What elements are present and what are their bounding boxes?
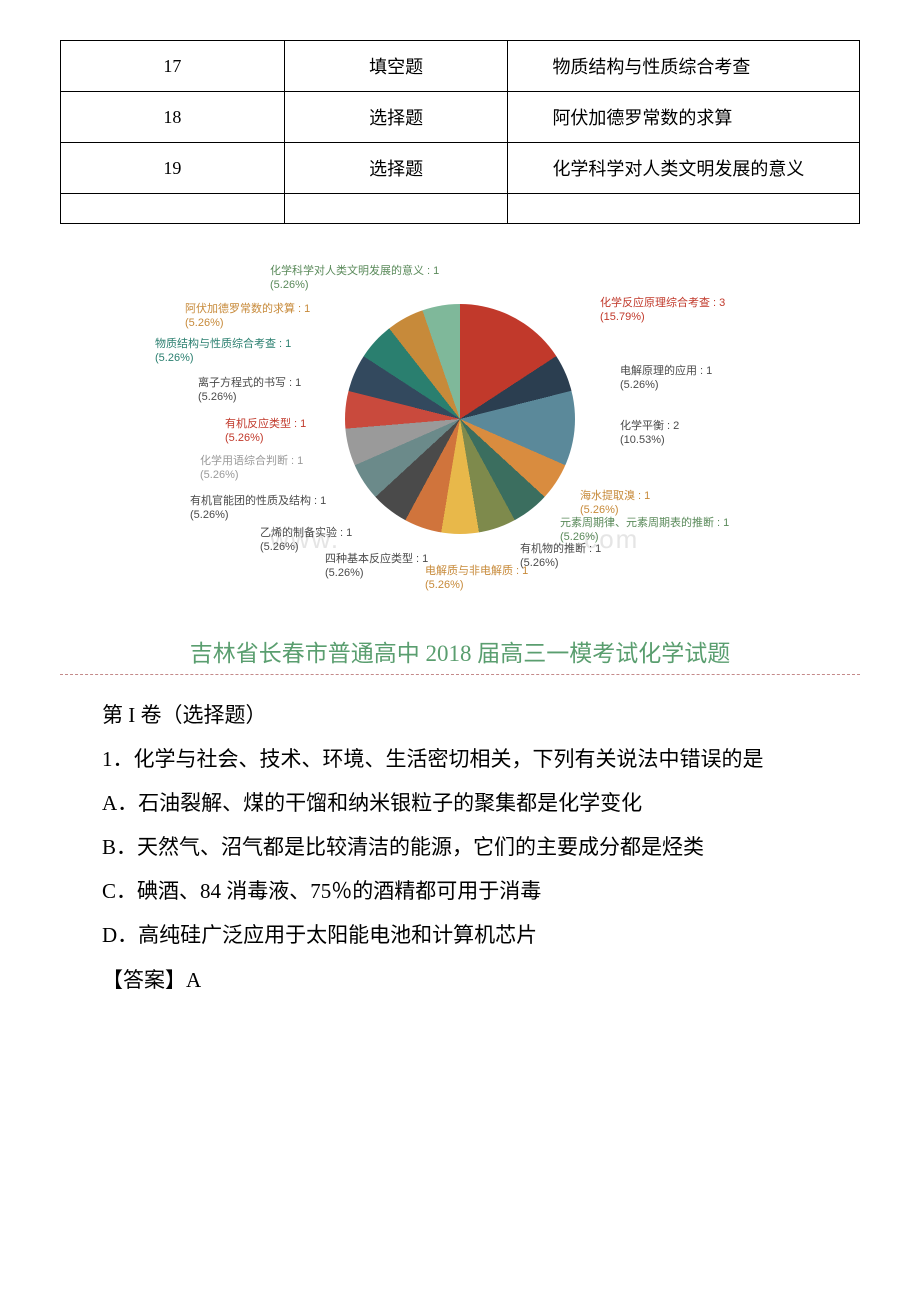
pie-label: 离子方程式的书写 : 1 (5.26%) <box>198 376 301 405</box>
pie-chart-container: www. .com 化学反应原理综合考查 : 3 (15.79%) 电解原理的应… <box>60 254 860 594</box>
pie-label: 电解原理的应用 : 1 (5.26%) <box>620 364 712 393</box>
option-b: B．天然气、沼气都是比较清洁的能源，它们的主要成分都是烃类 <box>60 825 860 869</box>
pie-label: 化学平衡 : 2 (10.53%) <box>620 419 679 448</box>
table-row: 17 填空题 物质结构与性质综合考查 <box>61 41 860 92</box>
pie-chart: www. .com 化学反应原理综合考查 : 3 (15.79%) 电解原理的应… <box>130 254 790 594</box>
pie-label: 有机官能团的性质及结构 : 1 (5.26%) <box>190 494 326 523</box>
table-row: 19 选择题 化学科学对人类文明发展的意义 <box>61 143 860 194</box>
cell-num: 19 <box>61 143 285 194</box>
answer: 【答案】A <box>60 958 860 1002</box>
document-title: 吉林省长春市普通高中 2018 届高三一模考试化学试题 <box>60 634 860 675</box>
pie-label: 海水提取溴 : 1 (5.26%) <box>580 489 650 518</box>
pie-label: 四种基本反应类型 : 1 (5.26%) <box>325 552 428 581</box>
option-d: D．高纯硅广泛应用于太阳能电池和计算机芯片 <box>60 913 860 957</box>
topic-table: 17 填空题 物质结构与性质综合考查 18 选择题 阿伏加德罗常数的求算 19 … <box>60 40 860 224</box>
pie-label: 元素周期律、元素周期表的推断 : 1 (5.26%) <box>560 516 729 545</box>
table-row-empty <box>61 194 860 224</box>
cell-empty <box>284 194 508 224</box>
cell-topic: 化学科学对人类文明发展的意义 <box>508 143 860 194</box>
cell-type: 选择题 <box>284 92 508 143</box>
pie-label: 有机反应类型 : 1 (5.26%) <box>225 417 306 446</box>
option-a: A．石油裂解、煤的干馏和纳米银粒子的聚集都是化学变化 <box>60 781 860 825</box>
pie-graphic <box>345 304 575 534</box>
pie-label: 化学科学对人类文明发展的意义 : 1 (5.26%) <box>270 264 439 293</box>
option-c: C．碘酒、84 消毒液、75％的酒精都可用于消毒 <box>60 869 860 913</box>
pie-label: 有机物的推断 : 1 (5.26%) <box>520 542 601 571</box>
cell-num: 17 <box>61 41 285 92</box>
section-heading: 第 I 卷（选择题） <box>60 693 860 737</box>
pie-label: 电解质与非电解质 : 1 (5.26%) <box>425 564 528 593</box>
question-stem: 1．化学与社会、技术、环境、生活密切相关，下列有关说法中错误的是 <box>60 737 860 781</box>
cell-topic: 物质结构与性质综合考查 <box>508 41 860 92</box>
table-row: 18 选择题 阿伏加德罗常数的求算 <box>61 92 860 143</box>
pie-label: 物质结构与性质综合考查 : 1 (5.26%) <box>155 337 291 366</box>
cell-empty <box>61 194 285 224</box>
cell-type: 选择题 <box>284 143 508 194</box>
cell-empty <box>508 194 860 224</box>
pie-label: 化学用语综合判断 : 1 (5.26%) <box>200 454 303 483</box>
cell-type: 填空题 <box>284 41 508 92</box>
pie-label: 乙烯的制备实验 : 1 (5.26%) <box>260 526 352 555</box>
cell-num: 18 <box>61 92 285 143</box>
question-body: 第 I 卷（选择题） 1．化学与社会、技术、环境、生活密切相关，下列有关说法中错… <box>60 693 860 1002</box>
pie-label: 阿伏加德罗常数的求算 : 1 (5.26%) <box>185 302 310 331</box>
cell-topic: 阿伏加德罗常数的求算 <box>508 92 860 143</box>
pie-label: 化学反应原理综合考查 : 3 (15.79%) <box>600 296 725 325</box>
